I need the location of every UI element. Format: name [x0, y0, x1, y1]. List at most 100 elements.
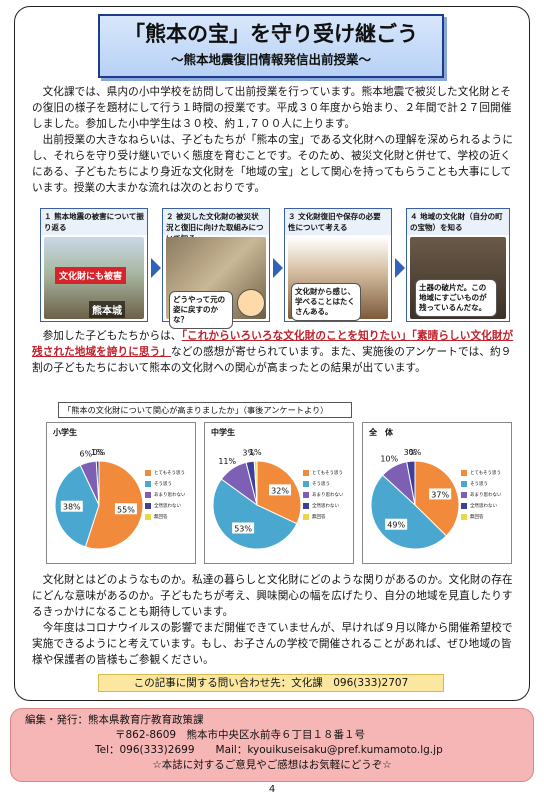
- legend-label: 全然思わない: [154, 503, 181, 509]
- legend-item: 無回答: [461, 511, 513, 522]
- legend-item: そう思う: [145, 478, 197, 489]
- pie-slice: [253, 460, 258, 506]
- title-banner: 「熊本の宝」を守り受け継ごう 〜熊本地震復旧情報発信出前授業〜: [98, 14, 444, 78]
- legend-label: 無回答: [312, 514, 326, 520]
- legend-item: とてもそう思う: [303, 467, 355, 478]
- pie-label-bg: [429, 488, 452, 500]
- step-1: １ 熊本地震の被害について振り返る 文化財にも被害 熊本城: [40, 208, 148, 322]
- paragraph-intro: 文化課では、県内の小中学校を訪問して出前授業を行っています。熊本地震で被災した文…: [32, 86, 512, 130]
- legend-item: とてもそう思う: [461, 467, 513, 478]
- pie-label-bg: [114, 503, 137, 515]
- step-3: ３ 文化財復旧や保存の必要性について考える 文化財から感じ、学べることはたくさん…: [284, 208, 392, 322]
- pie-slice: [84, 460, 144, 550]
- arrow-icon: [273, 258, 283, 278]
- pie-label: 6%: [79, 450, 92, 459]
- pie-slice: [370, 474, 448, 550]
- legend-swatch: [461, 491, 467, 498]
- legend-swatch: [461, 469, 467, 476]
- paragraph-schedule: 今年度はコロナウイルスの影響でまだ開催できていませんが、早ければ９月以降から開催…: [32, 622, 513, 666]
- arrow-icon: [395, 258, 405, 278]
- survey-label: 「熊本の文化財について関心が高まりましたか」（事後アンケートより）: [58, 402, 352, 418]
- page-number: 4: [268, 784, 276, 795]
- legend-label: そう思う: [312, 481, 330, 487]
- pie-label-bg: [269, 484, 292, 496]
- legend-item: とてもそう思う: [145, 467, 197, 478]
- damage-tag: 文化財にも被害: [55, 267, 127, 284]
- results-highlight: 「これからいろいろな文化財のことを知りたい」「素晴らしい文化財が残された地域を誇…: [32, 330, 514, 358]
- pie-label-bg: [385, 518, 408, 530]
- legend-label: 無回答: [154, 514, 168, 520]
- chart-legend: とてもそう思うそう思うあまり思わない 全然思わない 無回答: [461, 467, 513, 522]
- pie-label: 1%: [91, 448, 104, 457]
- pie-label-bg: [232, 522, 255, 534]
- chart-elementary: 小学生 55% 38% 6% 1% 0% とてもそう思う そう思うあまり思わない 全然思わな…: [46, 422, 196, 564]
- pie-label: 3%: [404, 448, 417, 457]
- legend-swatch: [145, 502, 151, 509]
- step-4: ４ 地域の文化財（自分の町の宝物）を知る 土器の破片だ。この地域にすごいものが残…: [406, 208, 510, 322]
- step-1-title: １ 熊本地震の被害について振り返る: [41, 209, 147, 235]
- legend-swatch: [303, 491, 309, 498]
- step-3-caption: 文化財から感じ、学べることはたくさんある。: [291, 283, 361, 321]
- contact-box: この記事に関する問い合わせ先：文化課 096(333)2707: [98, 674, 444, 692]
- pie-svg: 55% 38% 6%1%0%: [54, 448, 144, 550]
- pie-label: 49%: [387, 521, 405, 530]
- pie-label: 3%: [242, 449, 255, 458]
- chart-legend: とてもそう思う そう思うあまり思わない 全然思わない 無回答: [303, 467, 355, 522]
- footer-contact: Tel：096(333)2699 Mail：kyouikuseisaku@pre…: [95, 744, 443, 756]
- legend-swatch: [145, 480, 151, 487]
- legend-label: そう思う: [154, 481, 172, 487]
- footer-note: ☆本誌に対するご意見やご感想はお気軽にどうぞ☆: [152, 759, 392, 771]
- legend-label: とてもそう思う: [154, 470, 186, 476]
- legend-swatch: [461, 513, 467, 520]
- pie-label: 32%: [271, 486, 289, 495]
- step-2: ２ 被災した文化財の被災状況と復旧に向けた取組みについて知る どうやって元の姿に…: [162, 208, 270, 329]
- legend-item: 全然思わない: [461, 500, 513, 511]
- legend-label: とてもそう思う: [312, 470, 344, 476]
- pie-label: 55%: [117, 505, 135, 514]
- pie-label: 0%: [93, 448, 106, 457]
- pie-label: 11%: [218, 457, 236, 466]
- results-text-1: 参加した子どもたちからは、: [42, 330, 182, 342]
- legend-swatch: [145, 513, 151, 520]
- footer-publisher: 編集・発行：熊本県教育庁教育政策課: [25, 714, 204, 726]
- article-frame: [14, 6, 530, 701]
- pie-slice: [95, 460, 100, 506]
- page-title: 「熊本の宝」を守り受け継ごう: [124, 22, 418, 46]
- legend-label: あまり思わない: [312, 492, 344, 498]
- survey-charts: 小学生 55% 38% 6% 1% 0% とてもそう思う そう思う あまり思わない 全然思わな…: [46, 422, 512, 564]
- legend-swatch: [303, 480, 309, 487]
- pie-slice: [406, 460, 416, 506]
- page-subtitle: 〜熊本地震復旧情報発信出前授業〜: [170, 52, 371, 67]
- step-4-caption: 土器の破片だ。この地域にすごいものが残っているんだな。: [415, 279, 497, 317]
- legend-swatch: [145, 491, 151, 498]
- legend-label: 全然思わない: [470, 503, 497, 509]
- legend-label: 無回答: [470, 514, 484, 520]
- chart-title: 小学生: [53, 428, 77, 437]
- step-2-title: ２ 被災した文化財の被災状況と復旧に向けた取組みについて知る: [163, 209, 269, 243]
- paragraph-aim: 出前授業の大きなねらいは、子どもたちが「熊本の宝」である文化財への理解を深められ…: [32, 134, 514, 194]
- legend-item: そう思う: [461, 478, 513, 489]
- lesson-flow: １ 熊本地震の被害について振り返る 文化財にも被害 熊本城 ２ 被災した文化財の…: [40, 208, 510, 329]
- legend-swatch: [145, 469, 151, 476]
- pie-label: 38%: [63, 503, 81, 512]
- legend-label: 全然思わない: [312, 503, 339, 509]
- legend-swatch: [303, 502, 309, 509]
- arrow-icon: [151, 258, 161, 278]
- pie-label: 10%: [380, 455, 398, 464]
- chart-overall: 全 体 37% 49% 10% 3% 0% とてもそう思う そう思う あまり思わない 全然思わ…: [362, 422, 512, 564]
- legend-item: あまり思わない: [303, 489, 355, 500]
- step-2-caption: どうやって元の姿に戻すのかな？: [169, 291, 233, 329]
- chart-junior-high: 中学生 32% 53% 11% 3% 1% とてもそう思う そう思う あまり思わない 全然思わ…: [204, 422, 354, 564]
- step-3-title: ３ 文化財復旧や保存の必要性について考える: [285, 209, 391, 235]
- legend-item: 無回答: [303, 511, 355, 522]
- paragraph-results: 参加した子どもたちからは、「これからいろいろな文化財のことを知りたい」「素晴らし…: [32, 328, 514, 376]
- legend-label: あまり思わない: [470, 492, 502, 498]
- legend-swatch: [461, 502, 467, 509]
- legend-swatch: [303, 513, 309, 520]
- pie-svg: 32% 53% 11% 3%1%: [212, 448, 302, 550]
- pie-svg: 37% 49% 10% 3%0%: [370, 448, 460, 550]
- legend-label: あまり思わない: [154, 492, 186, 498]
- legend-item: 無回答: [145, 511, 197, 522]
- legend-swatch: [461, 480, 467, 487]
- legend-label: そう思う: [470, 481, 488, 487]
